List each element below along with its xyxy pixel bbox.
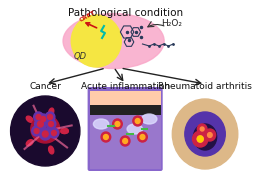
Circle shape: [197, 136, 203, 142]
FancyArrowPatch shape: [86, 23, 97, 28]
Circle shape: [38, 121, 43, 127]
Circle shape: [200, 127, 204, 131]
Circle shape: [197, 124, 207, 134]
Circle shape: [207, 133, 212, 137]
Ellipse shape: [49, 146, 54, 154]
Ellipse shape: [11, 96, 80, 166]
Circle shape: [42, 131, 48, 137]
Circle shape: [46, 119, 56, 129]
Circle shape: [193, 131, 208, 147]
Text: CRET: CRET: [79, 10, 97, 23]
Text: Cancer: Cancer: [29, 82, 61, 91]
Circle shape: [120, 136, 130, 146]
Ellipse shape: [49, 108, 54, 116]
Ellipse shape: [127, 124, 143, 134]
Circle shape: [133, 116, 143, 126]
Circle shape: [49, 122, 54, 126]
Circle shape: [104, 135, 108, 139]
Ellipse shape: [193, 124, 217, 150]
Circle shape: [71, 15, 121, 67]
Circle shape: [140, 135, 145, 139]
Circle shape: [34, 129, 39, 133]
Ellipse shape: [26, 140, 33, 146]
Ellipse shape: [26, 116, 33, 122]
Ellipse shape: [31, 115, 60, 143]
FancyBboxPatch shape: [88, 87, 163, 171]
Circle shape: [48, 115, 52, 119]
FancyBboxPatch shape: [90, 105, 161, 117]
Text: Rheumatoid arthritis: Rheumatoid arthritis: [158, 82, 252, 91]
Text: QD: QD: [73, 51, 86, 60]
Circle shape: [39, 114, 48, 124]
FancyBboxPatch shape: [90, 91, 161, 109]
Circle shape: [204, 129, 216, 141]
Ellipse shape: [63, 13, 164, 68]
Ellipse shape: [172, 99, 238, 169]
Circle shape: [49, 128, 59, 138]
Circle shape: [197, 136, 203, 142]
Circle shape: [35, 118, 46, 130]
Ellipse shape: [185, 112, 225, 156]
Circle shape: [32, 126, 41, 136]
Circle shape: [138, 132, 147, 142]
Text: Pathological condition: Pathological condition: [68, 8, 183, 18]
Ellipse shape: [61, 129, 68, 133]
FancyBboxPatch shape: [90, 115, 161, 169]
Circle shape: [36, 115, 41, 119]
Circle shape: [135, 119, 140, 123]
Circle shape: [115, 122, 120, 126]
Ellipse shape: [93, 119, 109, 129]
Circle shape: [45, 112, 55, 122]
Circle shape: [39, 128, 51, 140]
Circle shape: [34, 112, 43, 122]
Text: Acute inflammation: Acute inflammation: [81, 82, 170, 91]
Ellipse shape: [61, 129, 68, 133]
Text: H₂O₂: H₂O₂: [161, 19, 182, 29]
Circle shape: [51, 130, 56, 136]
Circle shape: [101, 132, 111, 142]
Circle shape: [41, 116, 46, 122]
Circle shape: [123, 139, 128, 143]
Circle shape: [113, 119, 122, 129]
Ellipse shape: [141, 114, 157, 124]
